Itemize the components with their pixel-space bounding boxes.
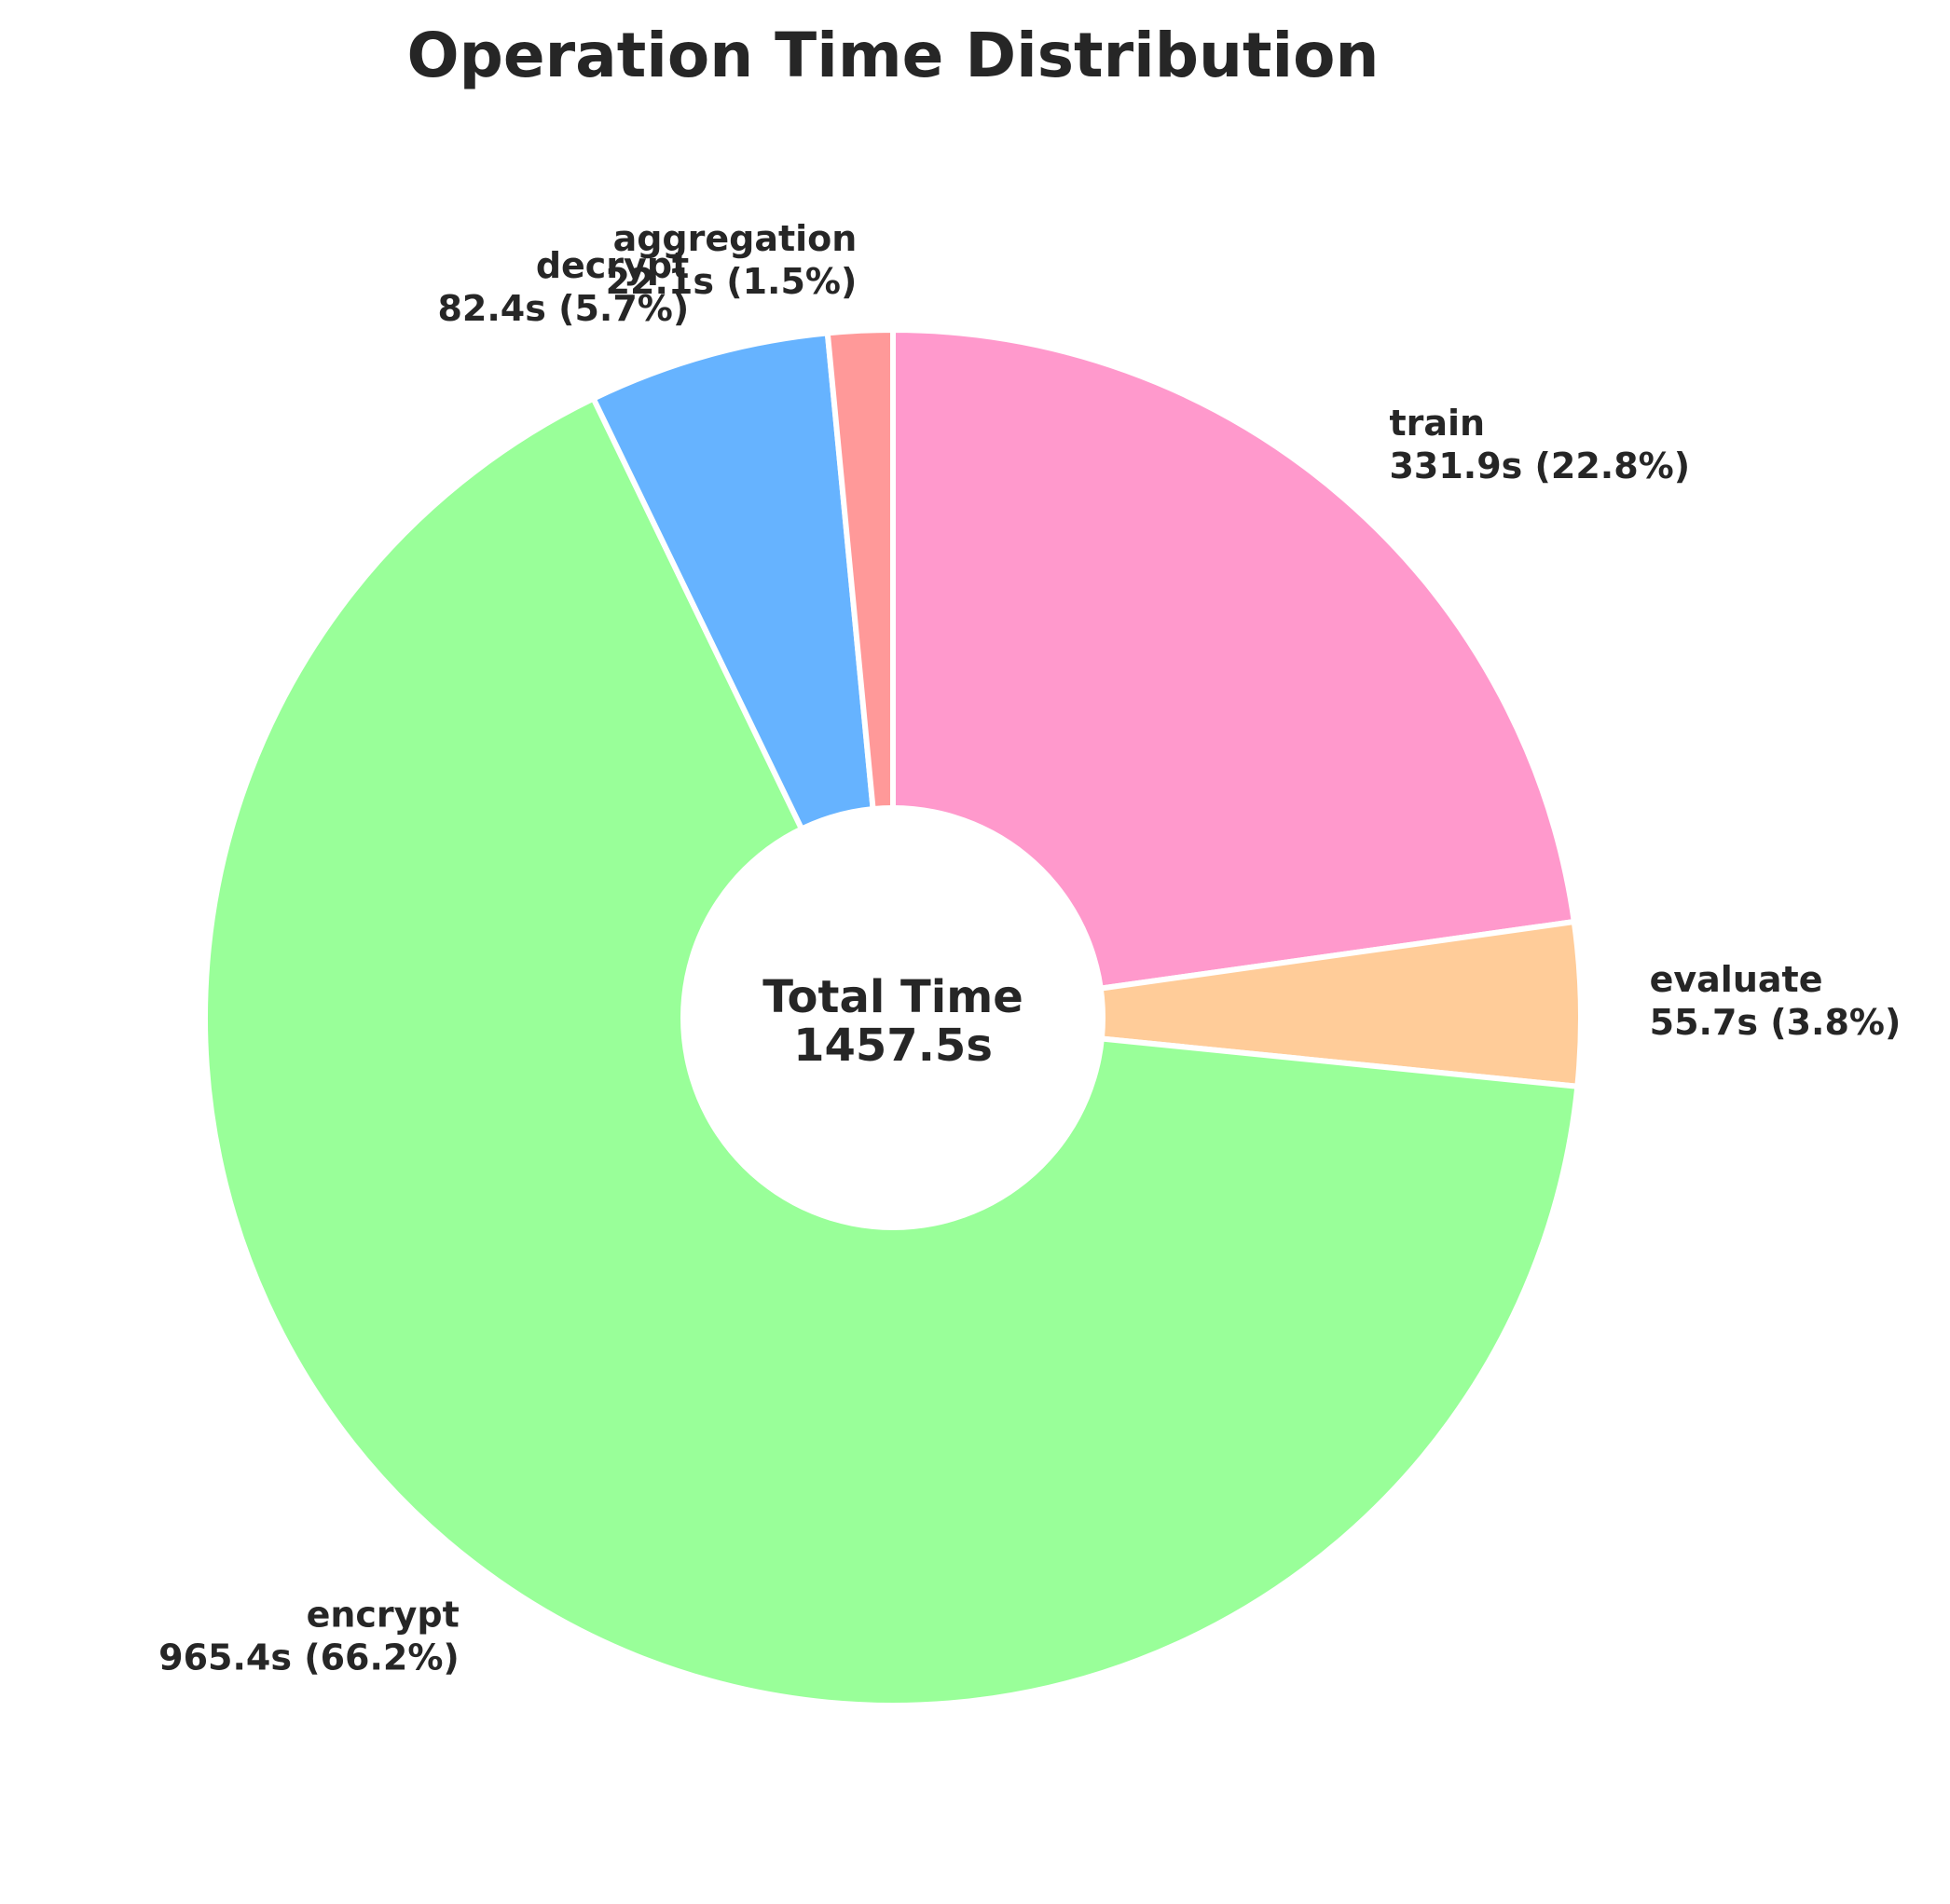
slice-label-value: 331.9s (22.8%) [1389, 445, 1690, 486]
slice-label-evaluate: evaluate 55.7s (3.8%) [1650, 959, 1902, 1043]
slice-label-value: 22.1s (1.5%) [606, 261, 858, 302]
slice-labels: train 331.9s (22.8%)evaluate 55.7s (3.8%)e… [158, 218, 1901, 1678]
slice-train [890, 327, 1577, 1020]
slice-label-value: 965.4s (66.2%) [158, 1637, 460, 1678]
chart-title: Operation Time Distribution [407, 20, 1380, 91]
slice-label-name: decrypt [536, 245, 689, 286]
slice-label-name: encrypt [307, 1594, 460, 1635]
slice-label-decrypt: decrypt 82.4s (5.7%) [437, 245, 689, 329]
slice-label-name: aggregation [613, 218, 858, 259]
donut-hole [680, 805, 1105, 1230]
slice-label-name: evaluate [1650, 959, 1823, 1000]
slice-label-name: train [1389, 403, 1485, 444]
slice-label-value: 55.7s (3.8%) [1650, 1002, 1902, 1043]
slice-label-aggregation: aggregation 22.1s (1.5%) [606, 218, 858, 302]
slice-label-value: 82.4s (5.7%) [437, 288, 689, 329]
center-total-value: 1457.5s [793, 1020, 993, 1072]
slice-label-encrypt: encrypt 965.4s (66.2%) [158, 1594, 460, 1678]
slice-label-train: train 331.9s (22.8%) [1389, 403, 1690, 486]
center-total-label: Total Time [762, 971, 1023, 1023]
